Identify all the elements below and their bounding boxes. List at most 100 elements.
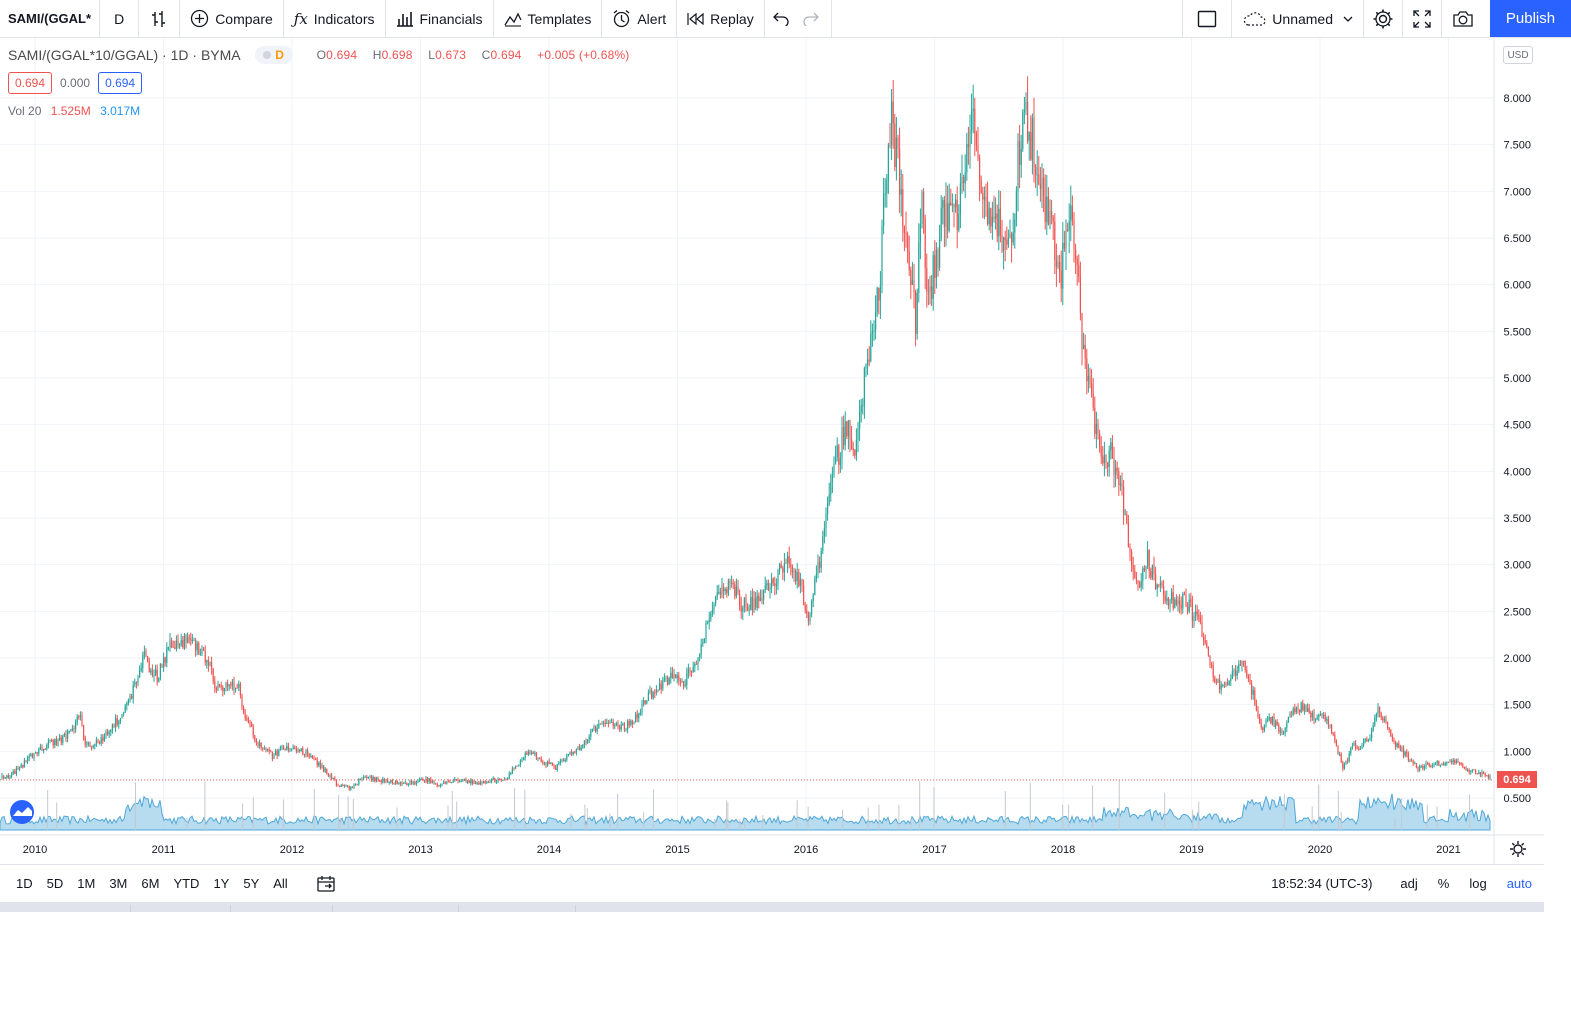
- candle-body: [862, 405, 864, 407]
- settings-button[interactable]: [1364, 0, 1403, 37]
- candle-body: [686, 673, 688, 686]
- log-toggle[interactable]: log: [1469, 876, 1487, 891]
- candle-body: [891, 101, 893, 146]
- candle-body: [982, 193, 984, 200]
- candle-body: [417, 781, 419, 783]
- candle-body: [1271, 716, 1273, 724]
- candle-body: [1431, 765, 1433, 767]
- candle-body: [431, 781, 433, 783]
- candle-body: [86, 743, 88, 745]
- candle-body: [1217, 679, 1219, 683]
- candle-body: [263, 748, 265, 750]
- range-1d[interactable]: 1D: [16, 876, 33, 891]
- range-1y[interactable]: 1Y: [213, 876, 230, 891]
- templates-button[interactable]: Templates: [494, 0, 603, 37]
- candle-body: [17, 768, 19, 770]
- range-6m[interactable]: 6M: [141, 876, 160, 891]
- candle-body: [700, 644, 702, 655]
- axis-settings-button[interactable]: [1509, 840, 1527, 863]
- auto-toggle[interactable]: auto: [1506, 876, 1532, 891]
- symbol-search-button[interactable]: SAMI/(GGAL*: [0, 0, 101, 37]
- candle-body: [241, 695, 243, 708]
- range-ytd[interactable]: YTD: [173, 876, 200, 891]
- adj-toggle[interactable]: adj: [1400, 876, 1418, 891]
- compare-button[interactable]: Compare: [180, 0, 284, 37]
- range-3m[interactable]: 3M: [109, 876, 128, 891]
- candle-body: [827, 503, 829, 515]
- candle-body: [20, 764, 22, 767]
- candle-body: [403, 782, 405, 784]
- candle-body: [1145, 566, 1147, 571]
- candle-body: [516, 765, 518, 767]
- candle-body: [545, 762, 547, 766]
- candle-body: [1027, 101, 1029, 141]
- candle-body: [764, 585, 766, 591]
- candle-body: [172, 646, 174, 648]
- screenshot-button[interactable]: [1442, 0, 1484, 37]
- fullscreen-button[interactable]: [1403, 0, 1442, 37]
- candle-body: [419, 779, 421, 782]
- interval-button[interactable]: D: [100, 0, 140, 37]
- candle-body: [27, 758, 29, 762]
- candle-body: [435, 783, 437, 785]
- currency-badge[interactable]: USD: [1503, 46, 1533, 64]
- data-status-badge[interactable]: D: [254, 46, 293, 64]
- candle-body: [809, 614, 811, 622]
- candle-body: [1412, 761, 1414, 764]
- replay-button[interactable]: Replay: [677, 0, 765, 37]
- candle-body: [929, 286, 931, 292]
- price-chart[interactable]: 8.000 7.500 7.000 6.500 6.000 5.500 5.000 4.500…: [0, 38, 1544, 864]
- candle-body: [19, 766, 21, 769]
- candle-body: [787, 556, 789, 563]
- candle-body: [87, 742, 89, 744]
- candle-body: [1201, 622, 1203, 638]
- candle-body: [563, 759, 565, 762]
- candle-body: [1356, 748, 1358, 750]
- candle-body: [1067, 229, 1069, 231]
- candle-body: [844, 421, 846, 446]
- percent-toggle[interactable]: %: [1437, 876, 1450, 891]
- candle-body: [1451, 761, 1453, 763]
- buy-price-box[interactable]: 0.694: [98, 72, 143, 94]
- timezone-display[interactable]: 18:52:34 (UTC-3): [1271, 876, 1373, 891]
- high-label: H: [372, 48, 382, 62]
- candle-body: [1161, 582, 1163, 587]
- financials-button[interactable]: Financials: [386, 0, 494, 37]
- candle-body: [1478, 772, 1480, 775]
- redo-icon[interactable]: [803, 12, 819, 26]
- candle-body: [1332, 733, 1334, 735]
- candle-body: [275, 750, 277, 755]
- undo-icon[interactable]: [772, 12, 789, 26]
- candle-body: [1433, 764, 1435, 766]
- candle-body: [83, 725, 85, 738]
- candle-body: [1331, 724, 1333, 734]
- layout-select-button[interactable]: [1182, 0, 1233, 37]
- candle-body: [342, 785, 344, 787]
- candle-body: [198, 643, 200, 655]
- candle-body: [452, 780, 454, 782]
- candle-body: [620, 724, 622, 730]
- chart-type-button[interactable]: [139, 0, 181, 37]
- range-5y[interactable]: 5Y: [243, 876, 260, 891]
- range-1m[interactable]: 1M: [77, 876, 96, 891]
- candle-body: [665, 677, 667, 679]
- candle-body: [1316, 717, 1318, 720]
- alert-button[interactable]: Alert: [602, 0, 678, 37]
- candle-body: [542, 762, 544, 764]
- candle-body: [1371, 730, 1373, 739]
- goto-date-icon[interactable]: [316, 875, 336, 893]
- candle-body: [318, 762, 320, 766]
- range-5d[interactable]: 5D: [46, 876, 64, 891]
- range-all[interactable]: All: [273, 876, 288, 891]
- sell-price-box[interactable]: 0.694: [8, 72, 53, 94]
- candle-body: [927, 291, 929, 293]
- candle-body: [367, 776, 369, 778]
- candle-body: [244, 713, 246, 719]
- publish-button[interactable]: Publish: [1490, 0, 1571, 37]
- candle-body: [566, 755, 568, 760]
- candle-body: [1342, 762, 1344, 769]
- layout-name-button[interactable]: Unnamed: [1232, 0, 1364, 37]
- candle-body: [857, 428, 859, 440]
- candle-body: [219, 684, 221, 687]
- indicators-button[interactable]: ƒx Indicators: [284, 0, 386, 37]
